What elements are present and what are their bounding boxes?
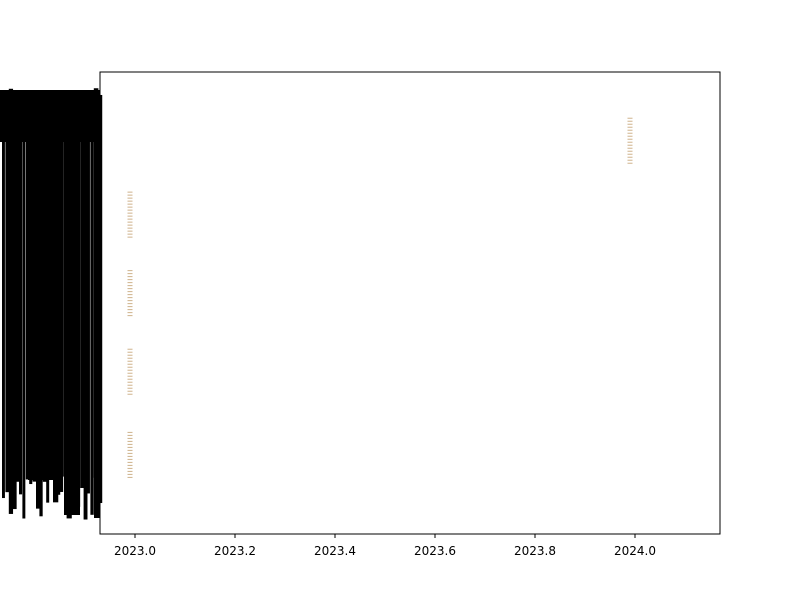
x-tick-label: 2023.4	[314, 544, 356, 558]
x-axis-ticks: 2023.0 2023.2 2023.4 2023.6 2023.8 2024.0	[114, 534, 656, 558]
x-tick-label: 2024.0	[614, 544, 656, 558]
y-tick-label-overlap	[87, 126, 90, 494]
x-tick-label: 2023.2	[214, 544, 256, 558]
y-tick-label-overlap	[25, 140, 30, 480]
y-tick-label-overlap	[12, 106, 17, 510]
y-tick-label-overlap	[8, 88, 14, 514]
x-tick-label: 2023.8	[514, 544, 556, 558]
data-marker-cluster	[127, 270, 133, 317]
y-tick-label-overlap	[5, 90, 10, 493]
x-tick-label: 2023.0	[114, 544, 156, 558]
y-tick-label-overlap	[28, 135, 60, 480]
plot-area	[99, 71, 721, 535]
y-tick-label-overlap	[19, 117, 23, 495]
data-marker-cluster	[127, 348, 133, 395]
y-tick-label-overlap	[22, 135, 26, 519]
y-tick-label-overlap	[90, 95, 94, 515]
y-tick-label-clutter	[0, 88, 103, 520]
y-tick-label-overlap	[80, 97, 85, 488]
y-tick-label-overlap	[59, 118, 64, 492]
x-tick-label: 2023.6	[414, 544, 456, 558]
data-marker-cluster	[127, 191, 133, 238]
y-tick-label-overlap	[2, 92, 5, 499]
y-tick-label-overlap	[94, 90, 100, 518]
data-marker-cluster	[127, 431, 133, 478]
y-tick-label-overlap	[15, 113, 21, 482]
y-tick-label-overlap	[64, 90, 80, 515]
y-tick-label-overlap	[0, 90, 100, 142]
y-tick-label-overlap	[83, 96, 88, 520]
data-markers	[127, 117, 633, 478]
data-marker-cluster	[627, 117, 633, 164]
